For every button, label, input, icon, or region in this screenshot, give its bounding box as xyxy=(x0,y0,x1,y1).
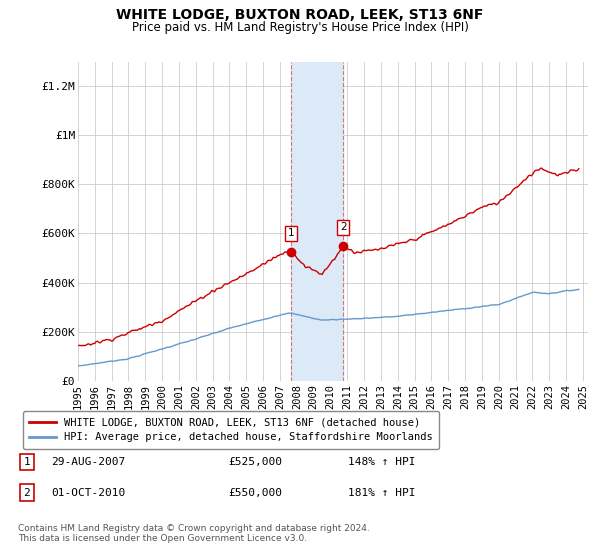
Text: £550,000: £550,000 xyxy=(228,488,282,498)
Text: Price paid vs. HM Land Registry's House Price Index (HPI): Price paid vs. HM Land Registry's House … xyxy=(131,21,469,34)
Legend: WHITE LODGE, BUXTON ROAD, LEEK, ST13 6NF (detached house), HPI: Average price, d: WHITE LODGE, BUXTON ROAD, LEEK, ST13 6NF… xyxy=(23,411,439,449)
Text: 148% ↑ HPI: 148% ↑ HPI xyxy=(348,457,415,467)
Text: 01-OCT-2010: 01-OCT-2010 xyxy=(51,488,125,498)
Text: 29-AUG-2007: 29-AUG-2007 xyxy=(51,457,125,467)
Bar xyxy=(291,62,343,381)
Text: £525,000: £525,000 xyxy=(228,457,282,467)
Text: Contains HM Land Registry data © Crown copyright and database right 2024.
This d: Contains HM Land Registry data © Crown c… xyxy=(18,524,370,543)
Text: 2: 2 xyxy=(23,488,31,498)
Text: WHITE LODGE, BUXTON ROAD, LEEK, ST13 6NF: WHITE LODGE, BUXTON ROAD, LEEK, ST13 6NF xyxy=(116,8,484,22)
Text: 2: 2 xyxy=(340,222,346,232)
Text: 181% ↑ HPI: 181% ↑ HPI xyxy=(348,488,415,498)
Text: 1: 1 xyxy=(287,228,294,239)
Text: 1: 1 xyxy=(23,457,31,467)
